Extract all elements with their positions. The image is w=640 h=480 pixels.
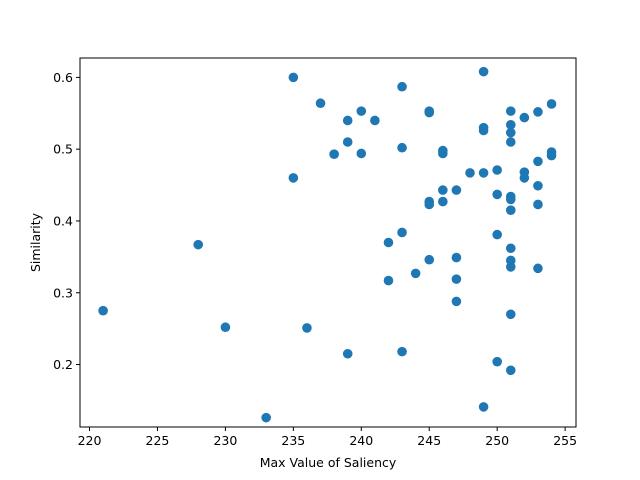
data-point — [220, 322, 231, 333]
data-point — [478, 402, 489, 412]
x-tick-label: 230 — [213, 433, 237, 448]
data-point — [98, 305, 108, 316]
data-point — [342, 348, 353, 359]
data-point — [424, 199, 435, 210]
data-point — [424, 254, 435, 265]
data-point — [397, 227, 407, 238]
data-point — [505, 309, 516, 320]
data-point — [465, 168, 475, 178]
data-point — [492, 356, 502, 367]
data-point — [315, 98, 326, 109]
data-point — [478, 66, 489, 77]
data-point — [505, 262, 516, 272]
x-tick-label: 240 — [349, 433, 373, 448]
data-point — [397, 142, 407, 153]
axis-ticks: 220 225 230 235 240 245 250 255 0.2 0.3 0.4 0.5 0.6 — [53, 70, 577, 448]
y-tick-label: 0.2 — [53, 357, 73, 372]
data-point — [438, 185, 448, 195]
data-point — [492, 189, 502, 200]
y-axis-label: Similarity — [28, 212, 43, 272]
data-point — [342, 115, 353, 126]
data-point — [438, 196, 448, 207]
data-point — [533, 180, 543, 191]
data-point — [533, 263, 543, 274]
data-point — [505, 106, 516, 116]
data-point — [505, 119, 516, 130]
plot-area — [80, 58, 576, 427]
data-point — [533, 156, 543, 167]
data-point — [451, 252, 462, 263]
data-point — [478, 125, 489, 136]
data-point — [519, 173, 530, 183]
data-point — [410, 268, 421, 279]
data-point — [356, 148, 367, 159]
data-point — [492, 229, 502, 240]
data-point — [505, 137, 516, 147]
data-point — [397, 346, 407, 357]
data-point — [193, 239, 204, 250]
x-tick-label: 250 — [485, 433, 509, 448]
data-point — [533, 107, 543, 117]
data-point — [533, 199, 543, 210]
data-point — [546, 99, 557, 109]
x-tick-label: 225 — [146, 433, 170, 448]
data-point — [451, 274, 462, 284]
data-point — [261, 412, 271, 423]
data-point — [397, 81, 407, 92]
data-point — [505, 365, 516, 376]
data-point — [492, 165, 502, 175]
data-point — [288, 173, 299, 183]
plot-frame — [79, 57, 577, 428]
data-point — [505, 127, 516, 138]
data-point — [424, 107, 435, 118]
data-point — [356, 106, 367, 116]
y-tick-label: 0.5 — [53, 142, 73, 157]
x-tick-label: 235 — [281, 433, 305, 448]
data-point — [505, 205, 516, 215]
data-point — [478, 168, 489, 178]
data-point — [383, 275, 394, 286]
data-point — [288, 72, 299, 83]
data-point — [302, 323, 312, 333]
data-point — [438, 148, 448, 159]
data-point — [505, 194, 516, 205]
y-tick-label: 0.3 — [53, 285, 73, 300]
data-point — [329, 149, 339, 159]
y-tick-label: 0.6 — [53, 70, 73, 85]
data-point — [519, 112, 530, 123]
x-tick-label: 220 — [78, 433, 102, 448]
data-point — [342, 137, 353, 147]
x-tick-label: 255 — [553, 433, 577, 448]
data-point — [451, 185, 462, 195]
data-point — [370, 115, 380, 126]
data-point — [451, 296, 462, 307]
data-point — [505, 243, 516, 254]
x-tick-label: 245 — [417, 433, 441, 448]
data-points — [98, 66, 557, 423]
y-tick-label: 0.4 — [53, 213, 73, 228]
x-axis-label: Max Value of Saliency — [260, 455, 397, 470]
data-point — [546, 150, 557, 161]
data-point — [383, 237, 394, 248]
